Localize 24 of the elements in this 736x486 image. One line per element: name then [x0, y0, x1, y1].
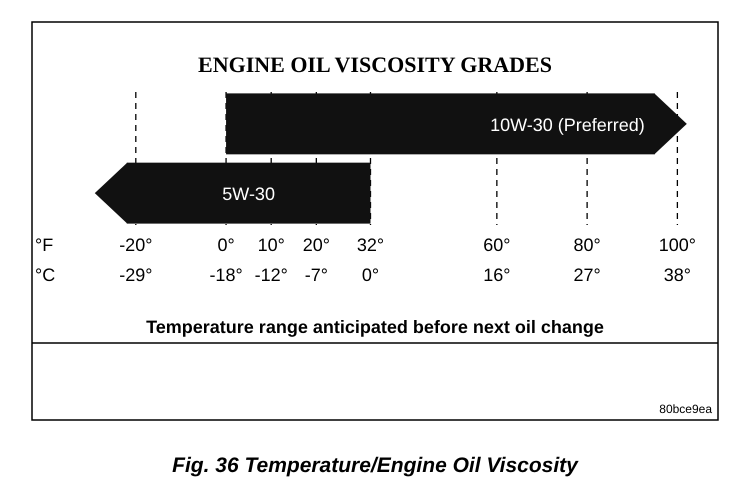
x2-tick-label: -18°: [209, 265, 243, 285]
caption: Fig. 36 Temperature/Engine Oil Viscosity: [172, 454, 580, 477]
x2-tick-label: -7°: [304, 265, 328, 285]
x2-tick-label: 0°: [362, 265, 380, 285]
x-tick-label: 20°: [302, 235, 330, 255]
x-tick-label: -20°: [119, 235, 152, 255]
x-tick-label: 32°: [356, 235, 384, 255]
y-tick-label: 5W-30: [222, 184, 275, 204]
x-tick-label: 0°: [217, 235, 235, 255]
y-tick-label: 10W-30 (Preferred): [490, 114, 645, 135]
x2-tick-label: -29°: [119, 265, 152, 285]
x2-tick-label: 38°: [664, 265, 691, 285]
text: 80bce9ea: [659, 402, 712, 416]
x2-axis-title: °C: [35, 265, 56, 285]
x2-tick-label: -12°: [254, 265, 288, 285]
text: Temperature range anticipated before next oil change: [146, 317, 604, 337]
x-axis-title: °F: [35, 235, 54, 255]
x-tick-label: 80°: [574, 235, 601, 255]
x-tick-label: 100°: [658, 235, 696, 255]
chart-title: ENGINE OIL VISCOSITY GRADES: [198, 52, 552, 77]
x2-tick-label: 27°: [574, 265, 601, 285]
x-tick-label: 10°: [258, 235, 285, 255]
x2-tick-label: 16°: [483, 265, 511, 285]
x-tick-label: 60°: [483, 235, 510, 255]
